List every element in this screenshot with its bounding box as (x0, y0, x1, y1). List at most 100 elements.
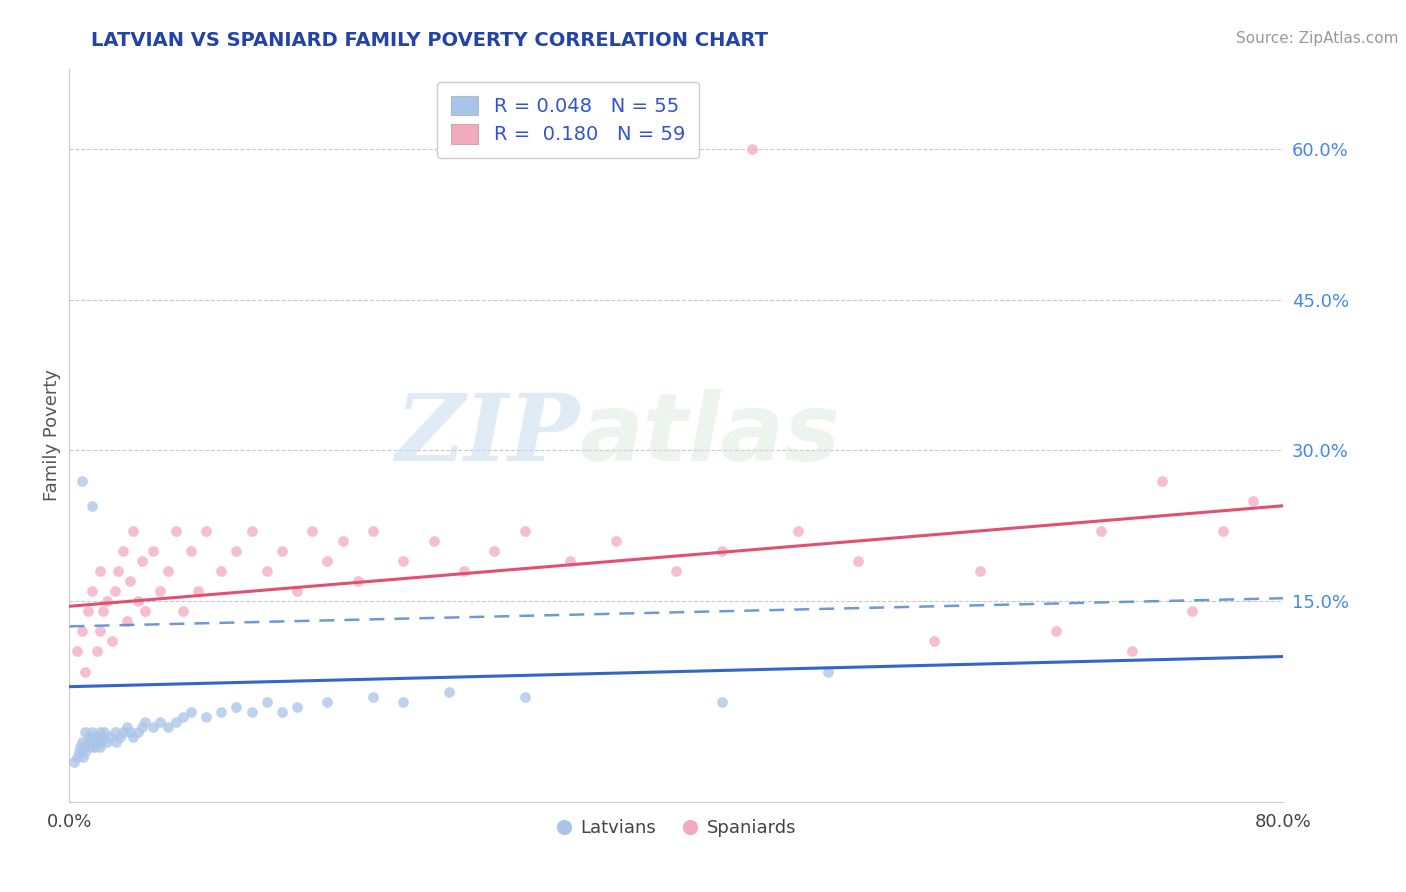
Point (73, 665, 96, 679)
Point (77, 730, 100, 744)
Point (187, 584, 209, 599)
Point (73, 739, 96, 754)
Point (82, 735, 104, 749)
Point (195, 524, 218, 538)
Point (361, 524, 384, 538)
Point (142, 544, 165, 558)
Point (1090, 524, 1112, 538)
Point (969, 564, 991, 578)
Point (392, 695, 415, 709)
Point (180, 705, 202, 719)
Point (240, 705, 263, 719)
Point (83, 730, 105, 744)
Point (1121, 644, 1143, 658)
Point (225, 699, 247, 714)
Point (513, 524, 536, 538)
Text: ZIP: ZIP (395, 391, 579, 481)
Point (115, 720, 138, 734)
Point (115, 615, 138, 629)
Point (165, 524, 187, 538)
Point (104, 584, 127, 599)
Point (741, 142, 763, 156)
Point (1212, 524, 1234, 538)
Point (605, 533, 627, 548)
Point (180, 544, 202, 558)
Point (149, 584, 172, 599)
Point (316, 554, 339, 568)
Point (195, 710, 218, 724)
Point (560, 554, 582, 568)
Point (392, 554, 415, 568)
Point (86, 735, 108, 749)
Point (1150, 474, 1173, 488)
Point (96, 735, 118, 749)
Point (142, 720, 165, 734)
Point (270, 544, 292, 558)
Point (209, 564, 232, 578)
Point (105, 735, 128, 749)
Point (84, 739, 107, 754)
Point (710, 695, 733, 709)
Y-axis label: Family Poverty: Family Poverty (44, 369, 60, 501)
Point (107, 564, 129, 578)
Point (710, 544, 733, 558)
Point (69, 739, 91, 754)
Point (1241, 493, 1264, 508)
Point (1045, 624, 1067, 639)
Point (924, 634, 946, 648)
Point (72, 750, 94, 764)
Point (70, 624, 93, 639)
Point (93, 725, 115, 739)
Point (256, 695, 278, 709)
Text: atlas: atlas (579, 390, 841, 482)
Point (86, 644, 108, 658)
Point (120, 725, 142, 739)
Point (70, 735, 93, 749)
Point (209, 705, 232, 719)
Point (165, 714, 187, 729)
Point (134, 604, 156, 618)
Point (172, 710, 194, 724)
Point (817, 665, 839, 679)
Point (120, 574, 142, 589)
Point (301, 524, 323, 538)
Point (111, 544, 134, 558)
Legend: Latvians, Spaniards: Latvians, Spaniards (550, 812, 803, 845)
Point (1181, 604, 1204, 618)
Point (270, 705, 292, 719)
Point (848, 554, 870, 568)
Point (127, 594, 149, 608)
Point (76, 604, 98, 618)
Point (316, 695, 339, 709)
Point (76, 735, 98, 749)
Point (73, 745, 96, 759)
Point (122, 524, 145, 538)
Point (122, 730, 145, 744)
Point (66, 644, 89, 658)
Point (157, 564, 180, 578)
Point (361, 690, 384, 704)
Point (332, 533, 354, 548)
Point (82, 725, 104, 739)
Point (285, 699, 308, 714)
Point (149, 714, 172, 729)
Point (91, 730, 114, 744)
Point (63, 755, 86, 769)
Point (513, 690, 536, 704)
Point (80, 739, 103, 754)
Point (111, 725, 134, 739)
Point (172, 604, 194, 618)
Point (90, 735, 112, 749)
Point (104, 725, 127, 739)
Point (134, 714, 156, 729)
Point (82, 499, 104, 513)
Point (484, 544, 506, 558)
Text: Source: ZipAtlas.com: Source: ZipAtlas.com (1236, 31, 1399, 46)
Point (108, 730, 131, 744)
Point (453, 564, 475, 578)
Point (225, 544, 247, 558)
Point (131, 554, 153, 568)
Point (240, 524, 263, 538)
Point (127, 725, 149, 739)
Point (89, 725, 111, 739)
